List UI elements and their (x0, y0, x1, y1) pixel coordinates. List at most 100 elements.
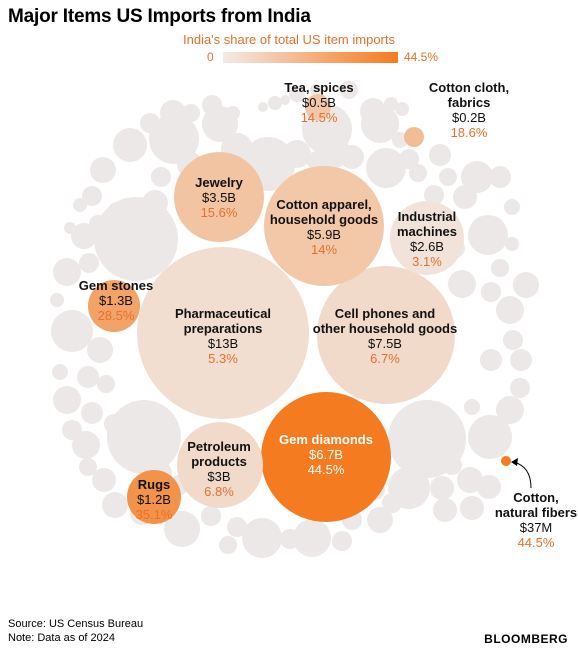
bubble-gem-diamonds (261, 392, 391, 522)
bubble-other-import (79, 458, 97, 476)
bubble-other-import (113, 128, 147, 162)
bubble-value-label: $1.3B (99, 293, 133, 308)
bubble-other-import (280, 95, 290, 105)
bubble-other-import (461, 161, 493, 193)
bubble-other-import (64, 222, 76, 234)
bubble-name-label: Cotton cloth, (429, 80, 509, 95)
bubble-name-label: Gem diamonds (279, 432, 373, 447)
bubble-other-import (149, 114, 199, 164)
bubble-name-label: Tea, spices (284, 80, 353, 95)
bubble-other-import (142, 190, 168, 216)
bubble-other-import (77, 366, 99, 388)
bubble-other-import (340, 145, 364, 169)
bubble-value-label: $13B (208, 336, 238, 351)
bubble-other-import (392, 132, 408, 148)
bubble-other-import (367, 507, 393, 533)
bubble-other-import (503, 330, 523, 350)
callout-arrowhead (511, 458, 518, 466)
bubble-share-label: 5.3% (208, 351, 238, 366)
bubble-share-label: 28.5% (98, 308, 135, 323)
bubble-other-import (477, 475, 501, 499)
bubble-petroleum-products (177, 422, 263, 508)
bubble-other-import (340, 81, 358, 99)
source-note: Source: US Census Bureau (8, 618, 144, 630)
bubble-other-import (424, 185, 444, 205)
bubble-other-import (513, 272, 539, 298)
bubble-other-import (52, 364, 68, 380)
bubble-name-label: Gem stones (79, 278, 153, 293)
legend-title: India's share of total US item imports (182, 32, 395, 47)
bubble-value-label: $6.7B (309, 447, 343, 462)
bubble-other-import (293, 519, 331, 557)
bubble-other-import (430, 476, 454, 500)
bubble-other-import (429, 144, 451, 166)
brand-logo: BLOOMBERG (484, 632, 568, 646)
bubble-other-import (361, 105, 399, 143)
bubble-other-import (448, 270, 476, 298)
bubble-other-import (97, 375, 115, 393)
bubble-other-import (87, 337, 113, 363)
bubble-pharmaceutical-preparations (137, 247, 309, 419)
bubble-cotton-apparel-household-goods (264, 166, 384, 286)
bubble-cotton-natural-fibers (501, 456, 511, 466)
bubble-name-label: Pharmaceutical (175, 306, 271, 321)
bubble-name-label: machines (397, 224, 457, 239)
bubble-other-import (107, 400, 181, 474)
bubble-name-label: Rugs (138, 477, 171, 492)
bubble-rugs (127, 470, 181, 524)
bubble-name-label: natural fibers (495, 505, 577, 520)
bubble-other-import (481, 282, 501, 302)
bubble-share-label: 14.5% (301, 110, 338, 125)
bubble-value-label: $1.2B (137, 492, 171, 507)
bubble-share-label: 35.1% (136, 507, 173, 522)
bubble-cotton-cloth-fabrics (404, 127, 424, 147)
bubble-other-import (460, 496, 484, 520)
chart-title: Major Items US Imports from India (8, 6, 311, 27)
bubble-name-label: Cell phones and (335, 306, 435, 321)
bubble-other-import (399, 149, 419, 169)
bubble-other-import (491, 259, 509, 277)
bubble-share-label: 14% (311, 242, 337, 257)
bubble-other-import (53, 258, 81, 286)
bubble-other-import (108, 202, 126, 220)
bubble-other-import (510, 378, 530, 398)
bubble-other-import (81, 402, 103, 424)
bubble-other-import (496, 396, 524, 424)
bubble-other-import (182, 104, 200, 122)
bubble-jewelry (174, 152, 264, 242)
bubble-other-import (464, 399, 480, 415)
bubble-name-label: preparations (184, 321, 263, 336)
bubble-name-label: other household goods (313, 321, 457, 336)
bubble-other-import (51, 310, 93, 352)
bubble-value-label: $0.5B (302, 95, 336, 110)
bubble-share-label: 44.5% (518, 535, 555, 550)
bubble-other-import (468, 415, 512, 459)
bubble-other-import (393, 468, 417, 492)
data-note: Note: Data as of 2024 (8, 632, 116, 644)
bubble-other-import (433, 498, 457, 522)
bubble-value-label: $3.5B (202, 190, 236, 205)
bubble-other-import (201, 506, 221, 526)
bubble-share-label: 18.6% (451, 125, 488, 140)
bubble-other-import (283, 140, 311, 168)
bubble-other-import (409, 164, 427, 182)
bubble-other-import (442, 455, 462, 475)
bubble-other-import (332, 531, 352, 551)
bubble-other-import (226, 106, 240, 120)
bubble-name-label: Cotton, (513, 490, 558, 505)
bubble-other-import (79, 253, 99, 273)
bubble-name-label: fabrics (448, 95, 491, 110)
bubble-name-label: Jewelry (195, 175, 243, 190)
bubble-other-import (468, 215, 508, 255)
bubble-industrial-machines (390, 201, 464, 275)
bubble-other-import (164, 511, 200, 547)
